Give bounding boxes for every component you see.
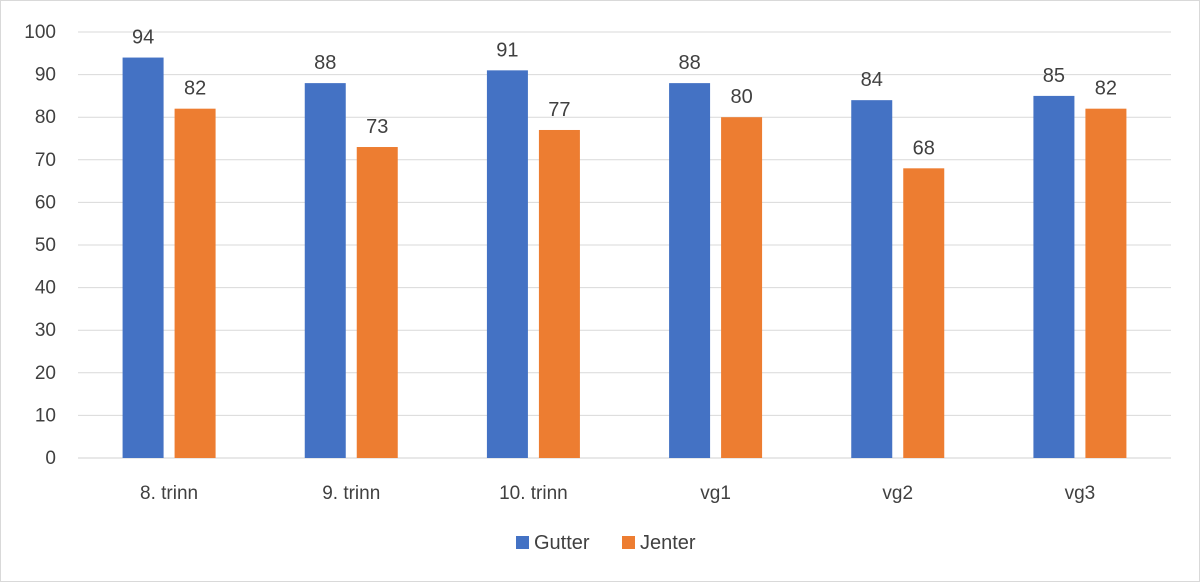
legend-label-gutter: Gutter [534, 532, 590, 554]
data-label-gutter-6: 85 [1043, 65, 1065, 87]
y-tick-label: 10 [35, 405, 56, 426]
legend-label-jenter: Jenter [640, 532, 696, 554]
x-category-label: 9. trinn [322, 483, 380, 504]
x-category-label: vg2 [882, 483, 913, 504]
data-label-gutter-1: 94 [132, 27, 154, 49]
bar-jenter-3 [538, 129, 580, 459]
legend-swatch-jenter [622, 536, 635, 549]
x-category-label: 8. trinn [140, 483, 198, 504]
bar-jenter-4 [721, 117, 763, 458]
legend-swatch-gutter [516, 536, 529, 549]
data-label-gutter-4: 88 [678, 52, 700, 74]
bar-gutter-6 [1033, 95, 1075, 459]
bar-gutter-2 [304, 83, 346, 459]
bars [122, 57, 1127, 459]
data-label-jenter-5: 68 [913, 137, 935, 159]
y-tick-label: 50 [35, 235, 56, 256]
x-category-label: vg3 [1065, 483, 1096, 504]
data-labels: 94 82 88 73 91 77 88 80 84 68 85 82 [132, 27, 1117, 160]
data-label-jenter-6: 82 [1095, 78, 1117, 100]
y-tick-label: 60 [35, 192, 56, 213]
data-label-jenter-4: 80 [730, 86, 752, 108]
data-label-gutter-2: 88 [314, 52, 336, 74]
y-tick-label: 80 [35, 107, 56, 128]
y-tick-label: 30 [35, 320, 56, 341]
y-tick-label: 20 [35, 363, 56, 384]
x-category-label: vg1 [700, 483, 731, 504]
data-label-gutter-5: 84 [861, 69, 883, 91]
bar-jenter-5 [903, 168, 945, 458]
y-tick-label: 100 [24, 22, 56, 43]
y-tick-label: 90 [35, 65, 56, 86]
bar-gutter-5 [851, 100, 893, 458]
data-label-jenter-3: 77 [548, 99, 570, 121]
legend: Gutter Jenter [516, 532, 696, 554]
bar-jenter-1 [174, 108, 216, 459]
bar-jenter-6 [1085, 108, 1127, 459]
y-tick-label: 40 [35, 278, 56, 299]
bar-gutter-1 [122, 57, 164, 459]
x-axis-categories: 8. trinn 9. trinn 10. trinn vg1 vg2 vg3 [140, 483, 1095, 504]
bar-gutter-3 [486, 70, 528, 458]
data-label-jenter-1: 82 [184, 78, 206, 100]
y-axis-ticks: 0 10 20 30 40 50 60 70 80 90 100 [24, 22, 56, 469]
y-tick-label: 0 [45, 448, 56, 469]
y-tick-label: 70 [35, 150, 56, 171]
bar-gutter-4 [669, 83, 711, 459]
bar-jenter-2 [356, 147, 398, 458]
data-label-jenter-2: 73 [366, 116, 388, 138]
x-category-label: 10. trinn [499, 483, 568, 504]
data-label-gutter-3: 91 [496, 39, 518, 61]
gridlines [78, 31, 1171, 459]
